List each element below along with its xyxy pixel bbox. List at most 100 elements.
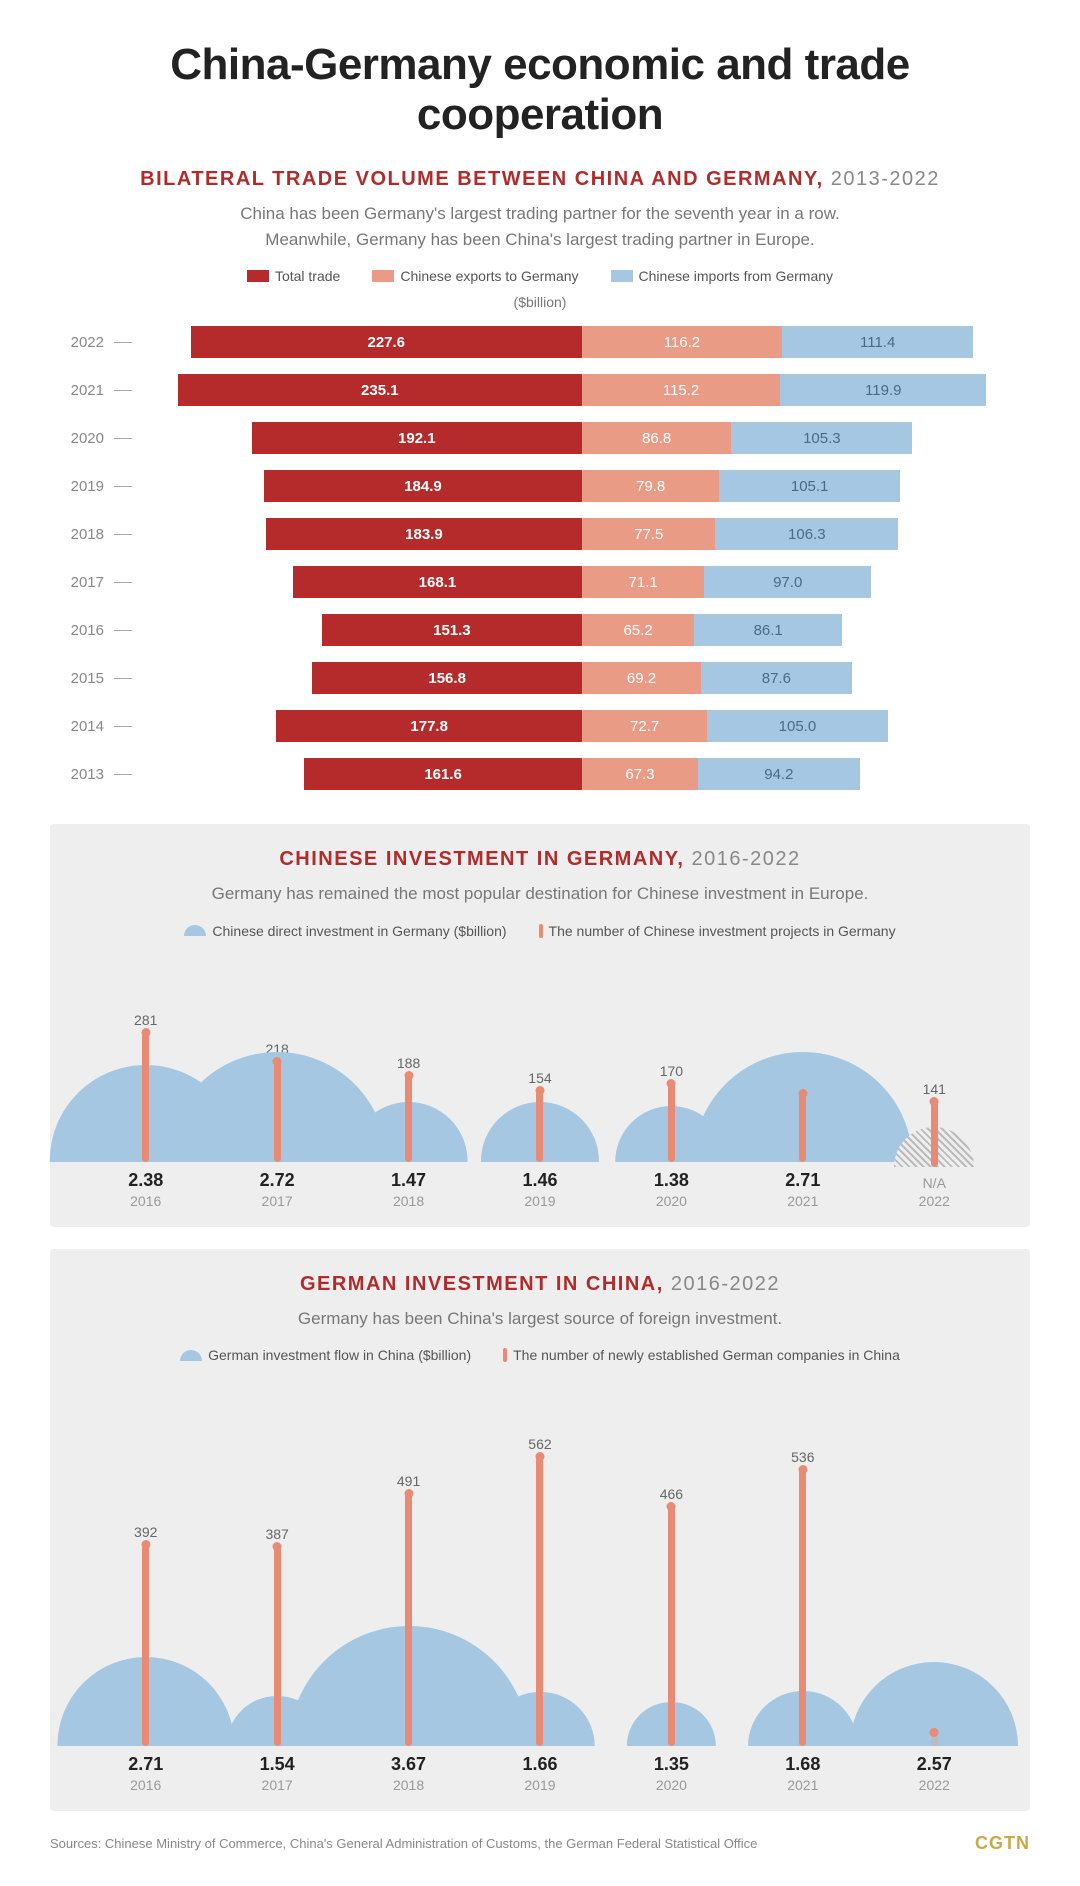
bar-total: 227.6 (191, 326, 582, 358)
count-label: 281 (134, 1012, 157, 1028)
trade-row: 2020 192.1 86.8 105.3 (50, 418, 1030, 458)
trade-row: 2021 235.1 115.2 119.9 (50, 370, 1030, 410)
trade-year: 2016 (50, 622, 114, 639)
bar-exports: 79.8 (582, 470, 719, 502)
invest-value: N/A (919, 1175, 950, 1191)
stick-bar (931, 1101, 938, 1166)
bar-imports: 105.3 (731, 422, 912, 454)
bar-exports: 77.5 (582, 518, 715, 550)
invest-value: 2.71 (785, 1170, 820, 1191)
panel-de-in-cn: GERMAN INVESTMENT IN CHINA, 2016-2022 Ge… (50, 1249, 1030, 1812)
investment-item: 154 .stick::after{background:#e88a74;} 1… (474, 1070, 605, 1208)
invest-year: 2020 (654, 1777, 689, 1793)
trade-row: 2017 168.1 71.1 97.0 (50, 562, 1030, 602)
invest-value: 2.71 (128, 1754, 163, 1775)
brand-logo: CGTN (975, 1833, 1030, 1854)
trade-year: 2021 (50, 382, 114, 399)
invest-value: 1.47 (391, 1170, 426, 1191)
invest-value: 1.54 (260, 1754, 295, 1775)
count-label: 536 (791, 1449, 814, 1465)
invest-year: 2017 (260, 1777, 295, 1793)
investment-item: 387 .stick::after{background:#e88a74;} 1… (211, 1526, 342, 1793)
bar-imports: 97.0 (704, 566, 871, 598)
swatch-semi (180, 1350, 202, 1361)
count-label: 170 (660, 1063, 683, 1079)
invest-year: 2021 (785, 1777, 820, 1793)
swatch-imports (611, 270, 633, 282)
panel-cn-in-de: CHINESE INVESTMENT IN GERMANY, 2016-2022… (50, 824, 1030, 1227)
count-label: 562 (528, 1436, 551, 1452)
investment-row-de: 392 .stick::after{background:#e88a74;} 2… (80, 1373, 1000, 1793)
trade-chart: 2022 227.6 116.2 111.4 2021 235.1 115.2 … (50, 322, 1030, 794)
bar-imports: 106.3 (715, 518, 898, 550)
trade-subtitle: China has been Germany's largest trading… (50, 201, 1030, 252)
stick-bar (536, 1456, 543, 1746)
trade-row: 2019 184.9 79.8 105.1 (50, 466, 1030, 506)
swatch-exports (372, 270, 394, 282)
bar-imports: 111.4 (782, 326, 974, 358)
bar-exports: 69.2 (582, 662, 701, 694)
invest-year: 2021 (785, 1193, 820, 1209)
trade-year: 2022 (50, 334, 114, 351)
bar-total: 184.9 (264, 470, 582, 502)
count-label: 141 (923, 1081, 946, 1097)
bar-imports: 119.9 (780, 374, 986, 406)
trade-year: 2019 (50, 478, 114, 495)
count-label: 188 (397, 1055, 420, 1071)
trade-year: 2015 (50, 670, 114, 687)
swatch-stick (503, 1348, 507, 1362)
invest-value: 1.66 (522, 1754, 557, 1775)
trade-unit: ($billion) (50, 294, 1030, 310)
bar-total: 192.1 (252, 422, 582, 454)
invest-value: 2.38 (128, 1170, 163, 1191)
bar-exports: 72.7 (582, 710, 707, 742)
sources-text: Sources: Chinese Ministry of Commerce, C… (50, 1836, 757, 1851)
bar-total: 177.8 (276, 710, 582, 742)
investment-item: 536 .stick::after{background:#e88a74;} 1… (737, 1449, 868, 1793)
footer: Sources: Chinese Ministry of Commerce, C… (50, 1833, 1030, 1854)
invest-year: 2022 (919, 1193, 950, 1209)
invest-value: 2.57 (917, 1754, 952, 1775)
invest-year: 2020 (654, 1193, 689, 1209)
investment-item: 562 .stick::after{background:#e88a74;} 1… (474, 1436, 605, 1793)
trade-year: 2018 (50, 526, 114, 543)
bar-total: 161.6 (304, 758, 582, 790)
count-label: 466 (660, 1486, 683, 1502)
stick-bar (668, 1083, 675, 1162)
invest-year: 2018 (391, 1193, 426, 1209)
invest-year: 2016 (128, 1777, 163, 1793)
trade-year: 2014 (50, 718, 114, 735)
trade-year: 2017 (50, 574, 114, 591)
invest-value: 1.46 (522, 1170, 557, 1191)
stick-bar (536, 1090, 543, 1161)
invest-year: 2017 (260, 1193, 295, 1209)
bar-exports: 116.2 (582, 326, 782, 358)
trade-row: 2015 156.8 69.2 87.6 (50, 658, 1030, 698)
count-label: 491 (397, 1473, 420, 1489)
count-label: 387 (265, 1526, 288, 1542)
count-label: 154 (528, 1070, 551, 1086)
investment-row-cn: 281 .stick::after{background:#e88a74;} 2… (80, 949, 1000, 1209)
invest-value: 1.38 (654, 1170, 689, 1191)
stick-bar (405, 1075, 412, 1162)
invest-value: 3.67 (391, 1754, 426, 1775)
bar-exports: 71.1 (582, 566, 704, 598)
trade-row: 2016 151.3 65.2 86.1 (50, 610, 1030, 650)
investment-item: 218 .stick::after{background:#e88a74;} 2… (211, 1041, 342, 1209)
bar-exports: 115.2 (582, 374, 780, 406)
invest-year: 2022 (917, 1777, 952, 1793)
bar-imports: 87.6 (701, 662, 852, 694)
investment-item: 149 .stick::after{background:#e88a74;} 2… (737, 1073, 868, 1209)
swatch-stick (539, 924, 543, 938)
swatch-total (247, 270, 269, 282)
trade-row: 2018 183.9 77.5 106.3 (50, 514, 1030, 554)
bar-imports: 105.1 (719, 470, 900, 502)
investment-item: 141 .stick::after{background:#e88a74;} N… (869, 1081, 1000, 1208)
stick-bar (799, 1469, 806, 1746)
stick-bar (799, 1093, 806, 1162)
bar-total: 151.3 (322, 614, 582, 646)
investment-item: 392 .stick::after{background:#e88a74;} 2… (80, 1524, 211, 1793)
trade-row: 2022 227.6 116.2 111.4 (50, 322, 1030, 362)
stick-bar (274, 1546, 281, 1746)
stick-bar (668, 1506, 675, 1746)
